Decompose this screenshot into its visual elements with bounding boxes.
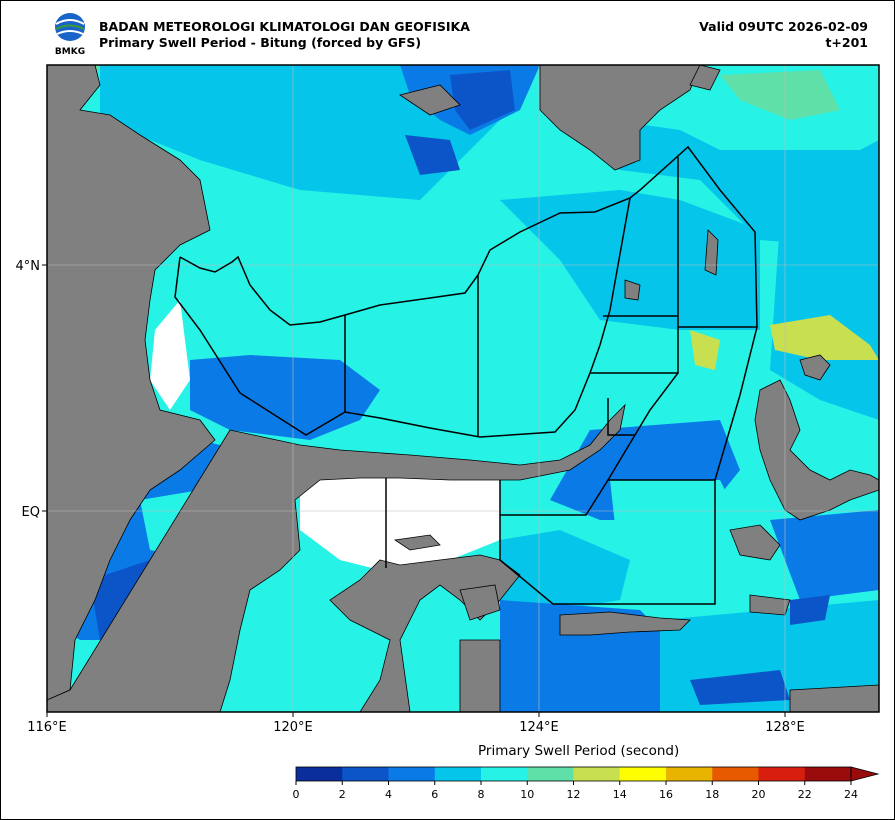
- map-field: [47, 65, 879, 712]
- forecast-zone-boundaries: [174, 145, 758, 605]
- colorbar-cell: [481, 767, 528, 781]
- colorbar-tick-label: 6: [431, 788, 438, 801]
- colorbar-tick-label: 22: [798, 788, 812, 801]
- product-title: Primary Swell Period - Bitung (forced by…: [99, 35, 422, 50]
- colorbar-cell: [296, 767, 343, 781]
- colorbar-tick-label: 10: [520, 788, 534, 801]
- colorbar-tick-label: 8: [478, 788, 485, 801]
- colorbar-tick-label: 4: [385, 788, 392, 801]
- colorbar-ticks: 0 2 4 6 8 10 12 14 16 18 20 22 24: [293, 781, 858, 801]
- colorbar-tick-label: 2: [339, 788, 346, 801]
- colorbar-cell: [434, 767, 482, 781]
- lon-tick-128: 128°E: [765, 720, 805, 735]
- colorbar-title: Primary Swell Period (second): [478, 743, 680, 759]
- lead-time: t+201: [825, 35, 868, 50]
- bmkg-logo: BMKG: [55, 13, 85, 56]
- valid-time: Valid 09UTC 2026-02-09: [699, 19, 868, 34]
- colorbar-cell: [388, 767, 436, 781]
- colorbar-cell: [573, 767, 621, 781]
- agency-name: BADAN METEOROLOGI KLIMATOLOGI DAN GEOFIS…: [99, 19, 470, 34]
- lat-tick-4n: 4°N: [16, 259, 41, 274]
- colorbar-cell: [758, 767, 806, 781]
- header-right: Valid 09UTC 2026-02-09 t+201: [699, 19, 868, 51]
- landmass: [47, 65, 879, 712]
- colorbar-cell: [712, 767, 759, 781]
- colorbar-extend-arrow: [850, 766, 880, 782]
- gridlines: [47, 65, 879, 712]
- lon-tick-116: 116°E: [27, 720, 67, 735]
- lon-tick-124: 124°E: [519, 720, 559, 735]
- colorbar-cell: [804, 767, 852, 781]
- colorbar-cell: [666, 767, 713, 781]
- colorbar-tick-label: 0: [293, 788, 300, 801]
- colorbar-tick-label: 18: [705, 788, 719, 801]
- colorbar-tick-label: 20: [752, 788, 766, 801]
- colorbar-tick-label: 24: [844, 788, 858, 801]
- colorbar-tick-label: 12: [567, 788, 581, 801]
- colorbar-cells: [295, 766, 880, 782]
- lat-tick-eq: EQ: [22, 505, 40, 520]
- colorbar-cell: [619, 767, 667, 781]
- lon-tick-120: 120°E: [273, 720, 313, 735]
- colorbar-cell: [527, 767, 574, 781]
- logo-text: BMKG: [55, 47, 85, 56]
- colorbar-cell: [342, 767, 389, 781]
- colorbar-tick-label: 14: [613, 788, 627, 801]
- colorbar-tick-label: 16: [659, 788, 673, 801]
- header-left: BADAN METEOROLOGI KLIMATOLOGI DAN GEOFIS…: [99, 19, 470, 51]
